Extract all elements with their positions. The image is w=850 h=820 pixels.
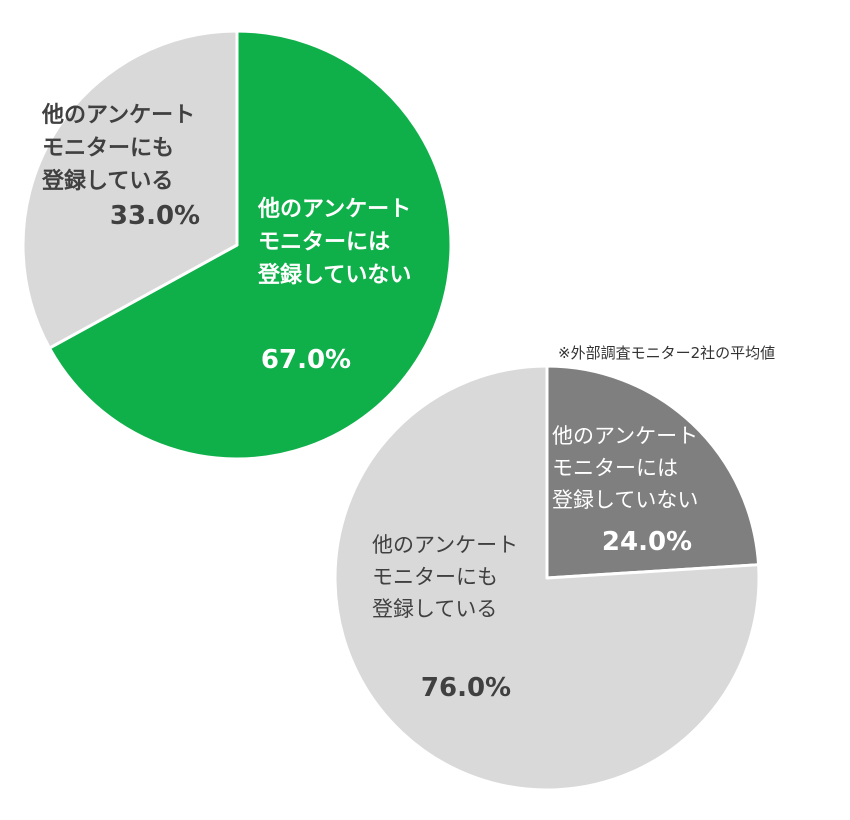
pie1-slice-0-label: 他のアンケートモニターには登録していない <box>257 197 411 288</box>
pie2-slice-0-label-line: モニターには <box>552 456 678 480</box>
pie2-slice-0 <box>545 364 761 580</box>
pie1-slice-0-label-line: モニターには <box>258 230 390 255</box>
pie1-slice-1-label-line: モニターにも <box>42 136 174 161</box>
pie1-slice-0-label-line: 登録していない <box>257 262 411 288</box>
pie2-slice-1-label-line: モニターにも <box>372 565 498 589</box>
pie1-slice-0 <box>47 29 453 461</box>
pie1-slice-1-label-line: 他のアンケート <box>41 103 195 128</box>
pie1-slice-1-value: 33.0% <box>110 201 200 231</box>
pie1-slice-0-label-line: 他のアンケート <box>257 197 411 222</box>
pie-chart-2: 他のアンケートモニターには登録していない24.0%他のアンケートモニターにも登録… <box>333 364 761 792</box>
pie2-slice-0-value: 24.0% <box>602 527 692 557</box>
pie2-slice-1-label-line: 登録している <box>372 597 497 621</box>
pie2-slice-0-label-line: 他のアンケート <box>552 424 698 448</box>
footnote: ※外部調査モニター2社の平均値 <box>558 344 775 362</box>
pie1-slice-1-label: 他のアンケートモニターにも登録している <box>41 103 195 194</box>
pie1-slice-1 <box>21 29 239 350</box>
pie2-slice-0-label-line: 登録していない <box>552 488 698 512</box>
pie1-slice-1-label-line: 登録している <box>41 168 173 194</box>
pie2-slice-1-label: 他のアンケートモニターにも登録している <box>372 533 518 621</box>
pie-chart-1: 他のアンケートモニターには登録していない67.0%他のアンケートモニターにも登録… <box>21 29 453 461</box>
pie2-slice-1-label-line: 他のアンケート <box>372 533 518 557</box>
pie2-slice-0-label: 他のアンケートモニターには登録していない <box>552 424 698 512</box>
pie1-slice-0-value: 67.0% <box>261 345 351 375</box>
pie2-slice-1-value: 76.0% <box>421 673 511 703</box>
pie2-slice-1 <box>333 364 761 792</box>
